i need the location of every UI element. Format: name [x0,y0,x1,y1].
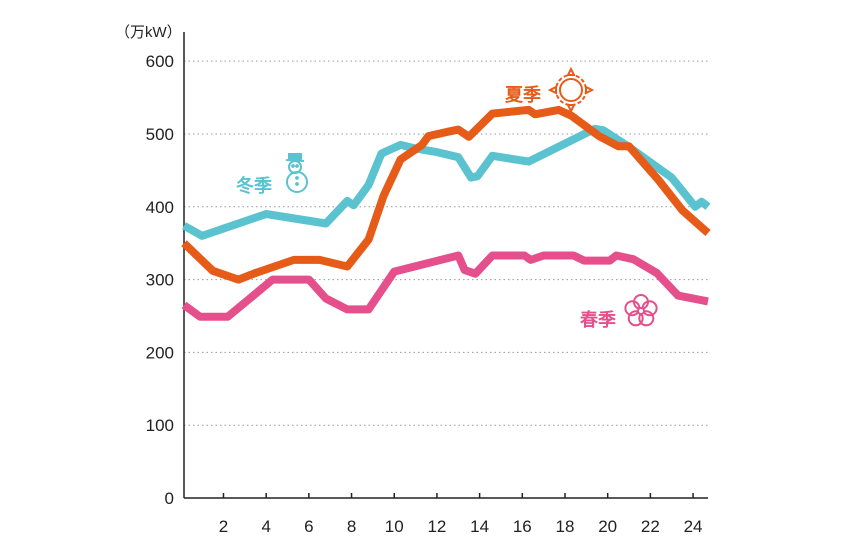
x-tick-label: 2 [219,517,228,536]
series-label-spring: 春季 [580,309,616,331]
y-tick-label: 500 [146,125,174,144]
series-label-winter: 冬季 [236,175,272,197]
x-tick-label: 20 [598,517,617,536]
series-label-summer: 夏季 [505,85,541,106]
winter-annotation: 冬季 [236,153,308,197]
x-tick-label: 4 [261,517,270,536]
x-tick-label: 6 [304,517,313,536]
series-line-spring [181,251,709,321]
series-lines [181,105,711,321]
x-tick-labels: 2 4 6 8 10 12 14 16 18 20 22 24 [219,517,703,536]
x-tick-label: 18 [556,517,575,536]
y-tick-label: 300 [146,271,174,290]
y-tick-label: 100 [146,416,174,435]
x-tick-label: 22 [641,517,660,536]
x-tick-label: 12 [427,517,446,536]
x-tick-label: 24 [684,517,703,536]
flower-icon [624,294,658,327]
axes [183,32,708,499]
y-tick-label: 200 [146,343,174,362]
y-unit-label: （万kW） [115,24,182,41]
series-line-summer [181,105,711,284]
y-tick-labels: 0 100 200 300 400 500 600 [146,52,174,508]
x-tick-label: 16 [513,517,532,536]
y-tick-label: 0 [165,489,174,508]
x-tick-label: 10 [385,517,404,536]
x-tick-label: 14 [470,517,489,536]
gridlines [184,60,708,426]
x-tick-label: 8 [347,517,356,536]
y-tick-label: 600 [146,52,174,71]
summer-annotation: 夏季 [505,66,595,114]
snowman-icon [285,153,308,193]
spring-annotation: 春季 [580,294,658,331]
y-tick-label: 400 [146,198,174,217]
sun-icon [547,66,595,114]
